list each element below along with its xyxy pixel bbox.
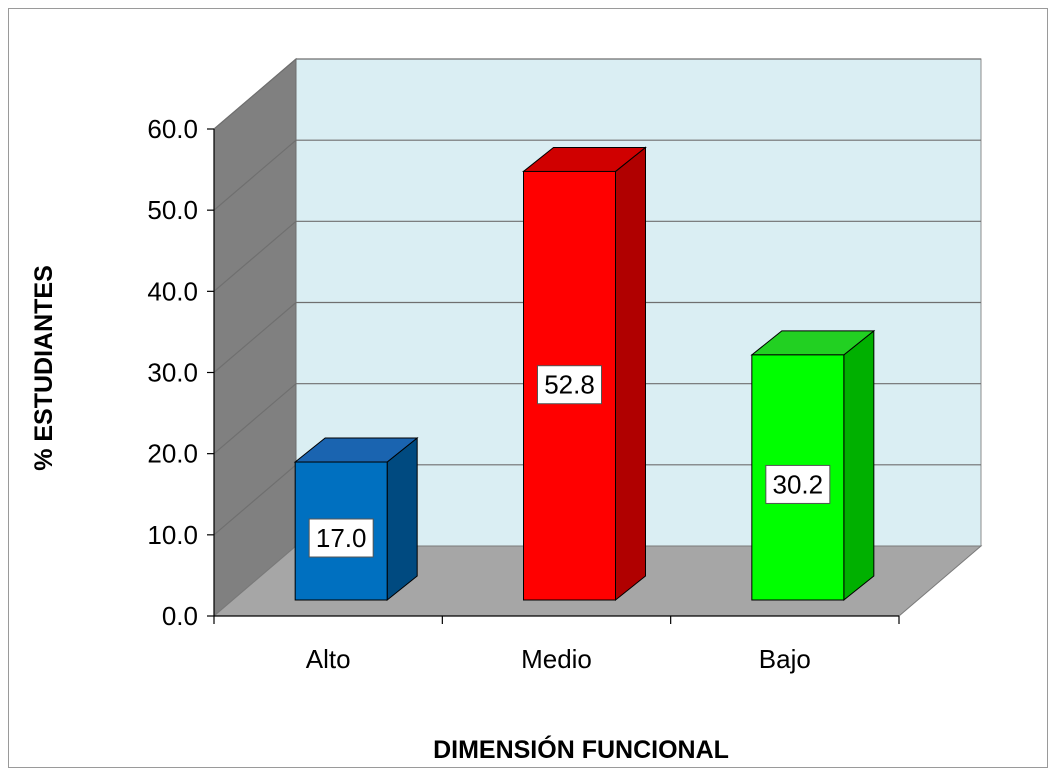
data-label-bajo: 30.2 — [765, 464, 831, 504]
y-tick-labels: 0.0 10.0 20.0 30.0 40.0 50.0 60.0 — [147, 114, 198, 631]
data-label-text: 52.8 — [544, 370, 595, 400]
data-label-alto: 17.0 — [308, 518, 374, 558]
gridline — [213, 301, 981, 373]
x-tick-labels: Alto Medio Bajo — [306, 644, 811, 674]
y-tick-label: 10.0 — [147, 520, 198, 550]
bar-side — [615, 146, 646, 602]
y-tick-label: 60.0 — [147, 114, 198, 144]
x-axis-title: DIMENSIÓN FUNCIONAL — [433, 734, 729, 764]
data-label-text: 17.0 — [316, 523, 367, 553]
y-tick-label: 20.0 — [147, 439, 198, 469]
axes — [207, 128, 900, 624]
y-tick-label: 30.0 — [147, 358, 198, 388]
data-label-box — [308, 518, 374, 558]
data-label-text: 30.2 — [773, 469, 824, 499]
x-tick-label-medio: Medio — [521, 644, 592, 674]
x-tick-label-bajo: Bajo — [759, 644, 811, 674]
gridline — [213, 139, 981, 211]
y-tick-label: 0.0 — [162, 601, 198, 631]
x-tick-label-alto: Alto — [306, 644, 351, 674]
y-tick-label: 50.0 — [147, 195, 198, 225]
data-label-box — [537, 365, 602, 405]
gridline — [213, 58, 981, 130]
gridline — [213, 220, 981, 292]
data-label-medio: 52.8 — [537, 365, 602, 405]
data-labels: 17.0 52.8 30.2 — [308, 365, 831, 558]
bar-side — [386, 436, 418, 602]
bar-side — [843, 329, 875, 602]
y-axis-title: % ESTUDIANTES — [30, 265, 58, 471]
data-label-box — [765, 464, 831, 504]
y-tick-label: 40.0 — [147, 276, 198, 306]
